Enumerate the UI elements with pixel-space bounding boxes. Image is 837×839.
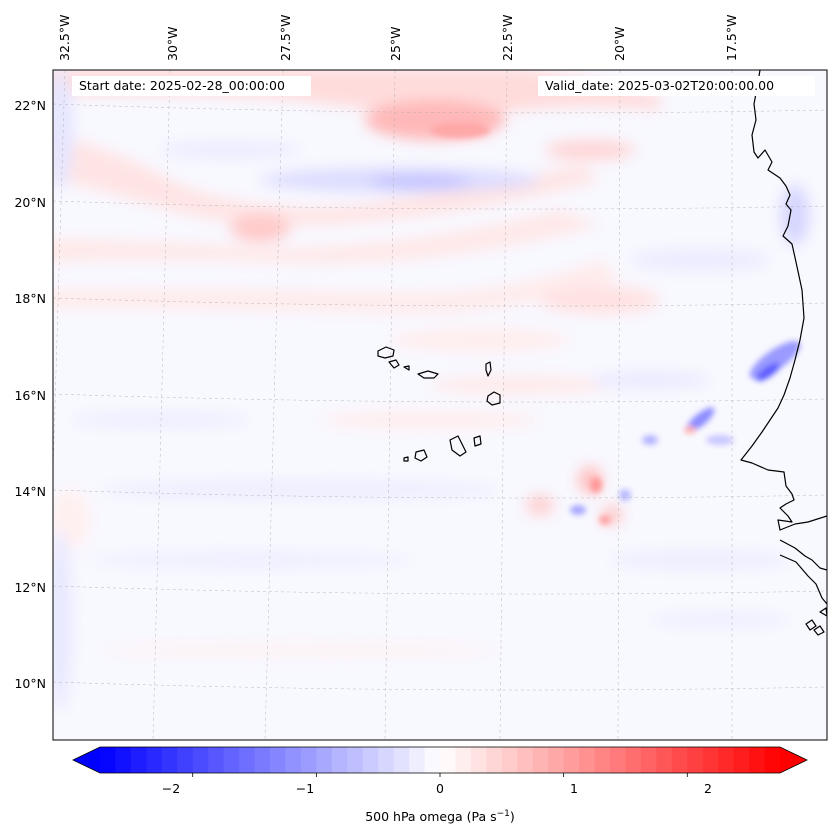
- colorbar-segment: [115, 747, 132, 773]
- colorbar-segment: [733, 747, 750, 773]
- colorbar-segment: [300, 747, 317, 773]
- lon-label: 32.5°W: [57, 15, 72, 61]
- colorbar-ramp: [73, 747, 807, 773]
- island-santa-luzia: [403, 365, 410, 371]
- colorbar-segment: [378, 747, 395, 773]
- lon-label: 27.5°W: [278, 15, 293, 61]
- colorbar-segment: [702, 747, 719, 773]
- lon-label: 30°W: [165, 26, 180, 61]
- lon-label: 17.5°W: [724, 15, 739, 61]
- island-sal: [485, 361, 492, 377]
- colorbar-segment: [671, 747, 688, 773]
- colorbar-segment: [362, 747, 379, 773]
- colorbar-tick-label: −2: [162, 781, 180, 796]
- colorbar-segment: [100, 747, 117, 773]
- africa-coastline: [740, 70, 827, 605]
- colorbar-extend-low: [73, 747, 100, 773]
- island-santo-antao: [377, 346, 395, 359]
- island-sao-nicolau: [417, 370, 439, 379]
- colorbar-segment: [146, 747, 163, 773]
- omega-field: [53, 70, 809, 710]
- colorbar-segment: [486, 747, 503, 773]
- colorbar-segment: [192, 747, 209, 773]
- island-fogo: [414, 449, 428, 462]
- map-area: [53, 70, 827, 740]
- colorbar-tick-label: 1: [570, 781, 578, 796]
- colorbar-segment: [130, 747, 147, 773]
- colorbar-segment: [764, 747, 781, 773]
- island-sao-vicente: [388, 359, 400, 369]
- colorbar-segment: [424, 747, 441, 773]
- lat-label: 18°N: [14, 291, 46, 306]
- colorbar-segment: [548, 747, 565, 773]
- colorbar-segment: [285, 747, 302, 773]
- colorbar-segment: [610, 747, 627, 773]
- island-santiago: [449, 435, 467, 457]
- colorbar-segment: [409, 747, 426, 773]
- colorbar-segment: [331, 747, 348, 773]
- colorbar-segment: [393, 747, 410, 773]
- colorbar-segment: [563, 747, 580, 773]
- island-boa-vista: [486, 391, 501, 406]
- colorbar-segment: [517, 747, 534, 773]
- colorbar-segment: [177, 747, 194, 773]
- colorbar-segment: [501, 747, 518, 773]
- gridlines: [53, 70, 827, 740]
- start-date-box: Start date: 2025-02-28_00:00:00: [72, 76, 311, 96]
- colorbar-segment: [579, 747, 596, 773]
- colorbar-frame: [72, 746, 808, 774]
- colorbar-segment: [161, 747, 178, 773]
- lat-label: 10°N: [14, 676, 46, 691]
- colorbar-segment: [239, 747, 256, 773]
- lon-labels: 32.5°W 30°W 27.5°W 25°W 22.5°W 20°W 17.5…: [57, 15, 739, 61]
- lon-label: 25°W: [388, 26, 403, 61]
- colorbar-extend-high: [780, 747, 807, 773]
- start-date-label: Start date: 2025-02-28_00:00:00: [79, 78, 285, 93]
- colorbar-segment: [316, 747, 333, 773]
- colorbar-segment: [270, 747, 287, 773]
- colorbar-tick-label: 0: [436, 781, 444, 796]
- map-frame: [52, 69, 828, 741]
- lon-label: 22.5°W: [500, 15, 515, 61]
- colorbar-segment: [656, 747, 673, 773]
- colorbar-segment: [532, 747, 549, 773]
- colorbar-segment: [470, 747, 487, 773]
- colorbar-segment: [749, 747, 766, 773]
- valid-date-label: Valid_date: 2025-03-02T20:00:00.00: [545, 78, 775, 93]
- lon-label: 20°W: [612, 26, 627, 61]
- colorbar-segment: [718, 747, 735, 773]
- island-brava: [403, 456, 409, 462]
- lat-label: 16°N: [14, 388, 46, 403]
- lat-label: 22°N: [14, 98, 46, 113]
- colorbar-segment: [640, 747, 657, 773]
- colorbar-segment: [223, 747, 240, 773]
- colorbar-segment: [208, 747, 225, 773]
- colorbar-segment: [440, 747, 457, 773]
- colorbar-segment: [594, 747, 611, 773]
- valid-date-box: Valid_date: 2025-03-02T20:00:00.00: [538, 76, 815, 96]
- colorbar-ticks: [192, 773, 688, 777]
- lat-labels: 22°N 20°N 18°N 16°N 14°N 12°N 10°N: [14, 98, 46, 691]
- colorbar-segment: [254, 747, 271, 773]
- colorbar-segment: [347, 747, 364, 773]
- lat-label: 12°N: [14, 580, 46, 595]
- island-maio: [473, 435, 482, 447]
- colorbar-tick-label: −1: [296, 781, 314, 796]
- colorbar-segment: [625, 747, 642, 773]
- colorbar-segment: [687, 747, 704, 773]
- lat-label: 14°N: [14, 484, 46, 499]
- lat-label: 20°N: [14, 195, 46, 210]
- colorbar-label: 500 hPa omega (Pa s−1): [365, 809, 515, 824]
- colorbar-tick-label: 2: [704, 781, 712, 796]
- colorbar-segment: [455, 747, 472, 773]
- colorbar: −2 −1 0 1 2 500 hPa omega (Pa s−1): [72, 746, 808, 824]
